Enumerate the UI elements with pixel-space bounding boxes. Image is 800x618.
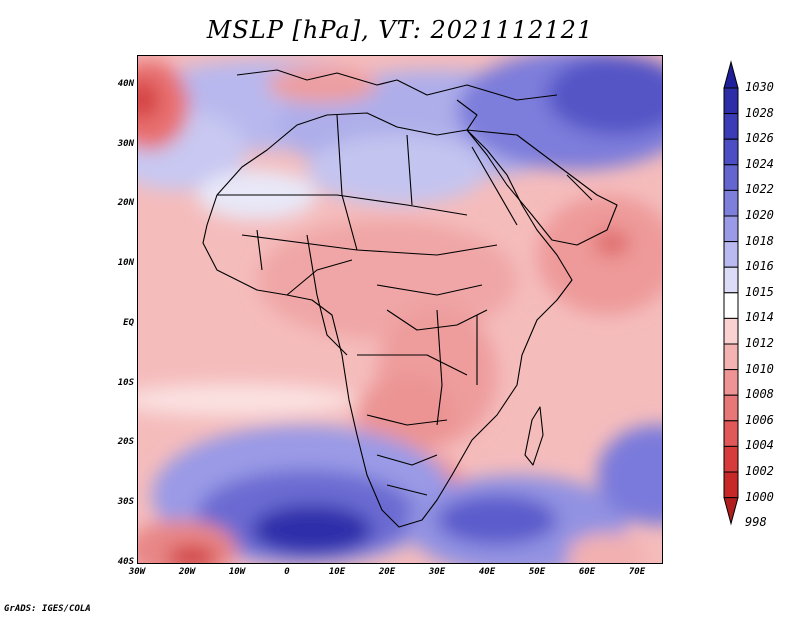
lon-tick-50e: 50E [528, 567, 546, 577]
colorbar-label-1026: 1026 [745, 131, 774, 146]
pressure-map [137, 55, 662, 563]
lon-tick-0: 0 [284, 567, 290, 577]
map-title: MSLP [hPa], VT: 2021112121 [206, 16, 594, 44]
colorbar-swatch-1006 [723, 394, 739, 422]
colorbar-label-1000: 1000 [745, 489, 774, 504]
lon-tick-70e: 70E [628, 567, 646, 577]
colorbar-label-1024: 1024 [745, 156, 774, 171]
colorbar-label-1012: 1012 [745, 336, 774, 350]
colorbar-label-1002: 1002 [745, 464, 774, 478]
lat-tick-20s: 20S [117, 437, 134, 447]
colorbar-label-998: 998 [745, 515, 767, 530]
colorbar-swatch-1008 [723, 369, 739, 396]
colorbar-label-1010: 1010 [745, 361, 774, 376]
lat-tick-eq: EQ [123, 318, 134, 328]
colorbar-swatch-1010 [723, 343, 739, 371]
lon-tick-20w: 20W [178, 567, 196, 577]
colorbar-swatch-1018 [723, 215, 739, 243]
colorbar-label-1022: 1022 [745, 182, 774, 197]
pressure-field [137, 55, 662, 563]
colorbar-swatch-1002 [723, 445, 739, 473]
colorbar-label-1020: 1020 [745, 208, 774, 222]
lon-tick-10e: 10E [328, 567, 346, 577]
colorbar-swatch-1000 [723, 471, 739, 499]
colorbar-cap-bottom [723, 497, 739, 526]
lon-tick-20e: 20E [378, 567, 396, 577]
colorbar-label-1014: 1014 [745, 310, 774, 325]
colorbar-swatch-1014 [723, 292, 739, 319]
colorbar-swatch-1020 [723, 189, 739, 217]
colorbar-swatch-1026 [723, 113, 739, 140]
colorbar-label-1004: 1004 [745, 438, 774, 453]
lon-tick-30e: 30E [428, 567, 446, 577]
colorbar [723, 60, 739, 526]
lat-tick-30s: 30S [117, 497, 134, 507]
colorbar-label-1028: 1028 [745, 105, 774, 120]
colorbar-label-1018: 1018 [745, 233, 774, 248]
lon-tick-10w: 10W [228, 567, 246, 577]
lat-tick-40s: 40S [117, 557, 134, 567]
lat-tick-20n: 20N [117, 198, 134, 208]
lat-tick-10n: 10N [117, 258, 134, 268]
colorbar-swatch-1016 [723, 241, 739, 268]
colorbar-swatch-1024 [723, 138, 739, 166]
lat-tick-40n: 40N [117, 79, 134, 89]
colorbar-label-1016: 1016 [745, 259, 774, 274]
colorbar-label-1030: 1030 [745, 80, 774, 94]
colorbar-swatch-1028 [723, 87, 739, 115]
colorbar-swatch-1022 [723, 164, 739, 191]
colorbar-label-1015: 1015 [745, 284, 774, 299]
lon-tick-30w: 30W [128, 567, 146, 577]
colorbar-label-1006: 1006 [745, 412, 774, 427]
lon-tick-60e: 60E [578, 567, 596, 577]
lat-tick-30n: 30N [117, 139, 134, 149]
grads-credit: GrADS: IGES/COLA [4, 604, 91, 614]
lon-tick-40e: 40E [478, 567, 496, 577]
colorbar-swatch-1015 [723, 266, 739, 294]
colorbar-swatch-1004 [723, 420, 739, 447]
colorbar-label-1008: 1008 [745, 387, 774, 402]
lat-tick-10s: 10S [117, 378, 134, 388]
colorbar-swatch-1012 [723, 317, 739, 345]
colorbar-cap-top [723, 60, 739, 89]
